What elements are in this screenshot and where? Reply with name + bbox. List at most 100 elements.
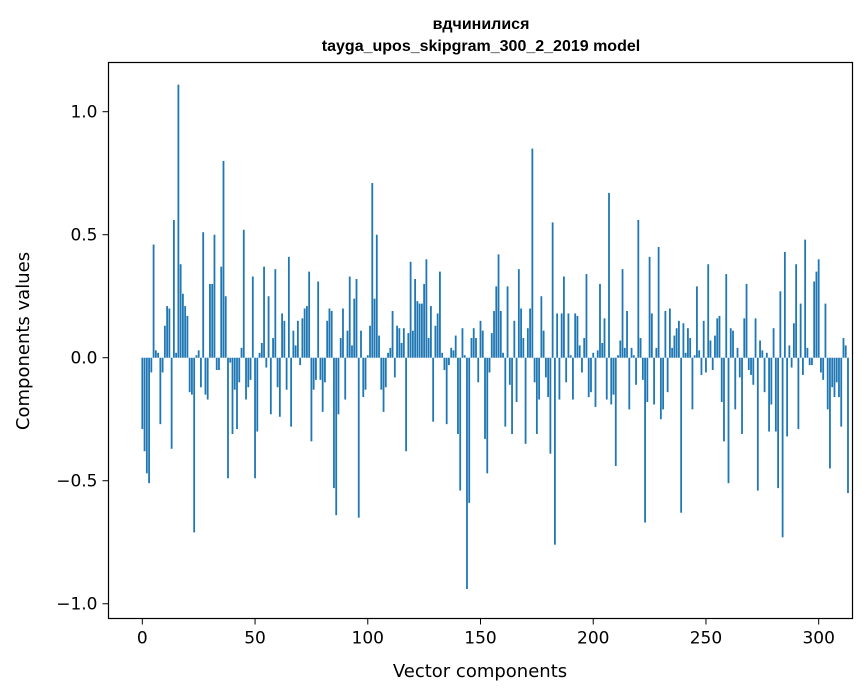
bar xyxy=(294,345,297,358)
bar xyxy=(549,357,552,454)
bar xyxy=(590,357,592,393)
bar xyxy=(468,357,471,503)
bar xyxy=(668,308,671,358)
bar xyxy=(754,318,757,358)
bar xyxy=(777,357,779,489)
bar xyxy=(430,306,432,358)
bar xyxy=(594,357,597,407)
bar xyxy=(493,310,495,358)
bar xyxy=(373,298,376,358)
bar xyxy=(540,296,543,358)
bar xyxy=(206,357,209,400)
y-tick-label: 0.0 xyxy=(70,349,97,369)
bar xyxy=(193,357,196,533)
bar xyxy=(779,291,782,358)
bar xyxy=(626,310,628,358)
bar xyxy=(659,357,662,420)
bar xyxy=(436,313,439,358)
bar xyxy=(799,303,802,358)
bar xyxy=(344,357,347,400)
bar xyxy=(639,338,642,358)
bar xyxy=(348,276,351,358)
bar xyxy=(693,355,696,358)
x-tick-label: 0 xyxy=(137,629,148,649)
bar xyxy=(488,357,491,373)
bar xyxy=(592,352,595,358)
bar xyxy=(177,84,180,358)
bar xyxy=(405,357,407,452)
bar xyxy=(490,333,493,358)
bar xyxy=(236,357,238,430)
bar xyxy=(838,357,840,398)
bar xyxy=(678,320,680,358)
bar xyxy=(817,259,820,358)
bar xyxy=(448,357,450,366)
bar xyxy=(335,357,338,516)
bar xyxy=(797,357,800,430)
bar xyxy=(229,357,232,363)
bar xyxy=(644,357,646,523)
bar xyxy=(495,286,498,358)
bar xyxy=(472,328,475,358)
bar xyxy=(844,345,847,358)
bar xyxy=(653,357,655,405)
bar xyxy=(650,313,653,358)
bar xyxy=(752,357,755,385)
bar xyxy=(407,333,410,358)
bar xyxy=(391,310,394,358)
bar xyxy=(623,347,626,358)
bar xyxy=(702,320,705,358)
bar xyxy=(682,323,685,358)
bar xyxy=(396,325,398,358)
bar xyxy=(790,357,793,368)
bar xyxy=(276,357,279,388)
chart-subtitle: tayga_upos_skipgram_300_2_2019 model xyxy=(322,38,640,55)
bar xyxy=(148,357,150,484)
bar xyxy=(484,357,486,439)
bar xyxy=(269,357,272,415)
bar xyxy=(324,357,326,383)
bar xyxy=(725,274,728,358)
bar xyxy=(186,315,189,358)
bar xyxy=(847,357,849,494)
bar xyxy=(718,315,721,358)
bar xyxy=(477,357,480,383)
bar xyxy=(533,357,536,383)
bar xyxy=(292,330,295,358)
bar xyxy=(756,357,759,491)
bar xyxy=(601,342,604,358)
x-tick-label: 300 xyxy=(802,629,834,649)
bar xyxy=(671,347,674,358)
bar xyxy=(382,357,385,412)
bar xyxy=(520,308,522,358)
bar xyxy=(351,345,353,358)
bar xyxy=(355,279,358,358)
bar xyxy=(772,328,775,358)
bar xyxy=(813,281,816,358)
bar xyxy=(605,357,608,400)
bar xyxy=(684,352,687,358)
bar xyxy=(610,357,613,405)
bar xyxy=(666,357,669,393)
bar xyxy=(842,338,845,358)
bar xyxy=(362,357,365,398)
bar xyxy=(689,338,692,358)
bar xyxy=(326,320,329,358)
bar xyxy=(245,357,247,400)
bar xyxy=(265,357,268,368)
bar xyxy=(648,256,651,358)
bar xyxy=(567,313,570,358)
bar xyxy=(258,352,261,358)
bar xyxy=(792,323,795,358)
bar xyxy=(466,357,468,589)
bar xyxy=(641,357,644,380)
bar xyxy=(720,357,723,402)
bar xyxy=(364,357,367,390)
bar xyxy=(296,320,299,358)
bar xyxy=(696,286,698,358)
bar xyxy=(387,352,389,358)
bar xyxy=(781,357,784,538)
y-axis: −1.0 −0.5 0.0 0.5 1.0 xyxy=(56,103,109,615)
bar xyxy=(802,357,804,375)
